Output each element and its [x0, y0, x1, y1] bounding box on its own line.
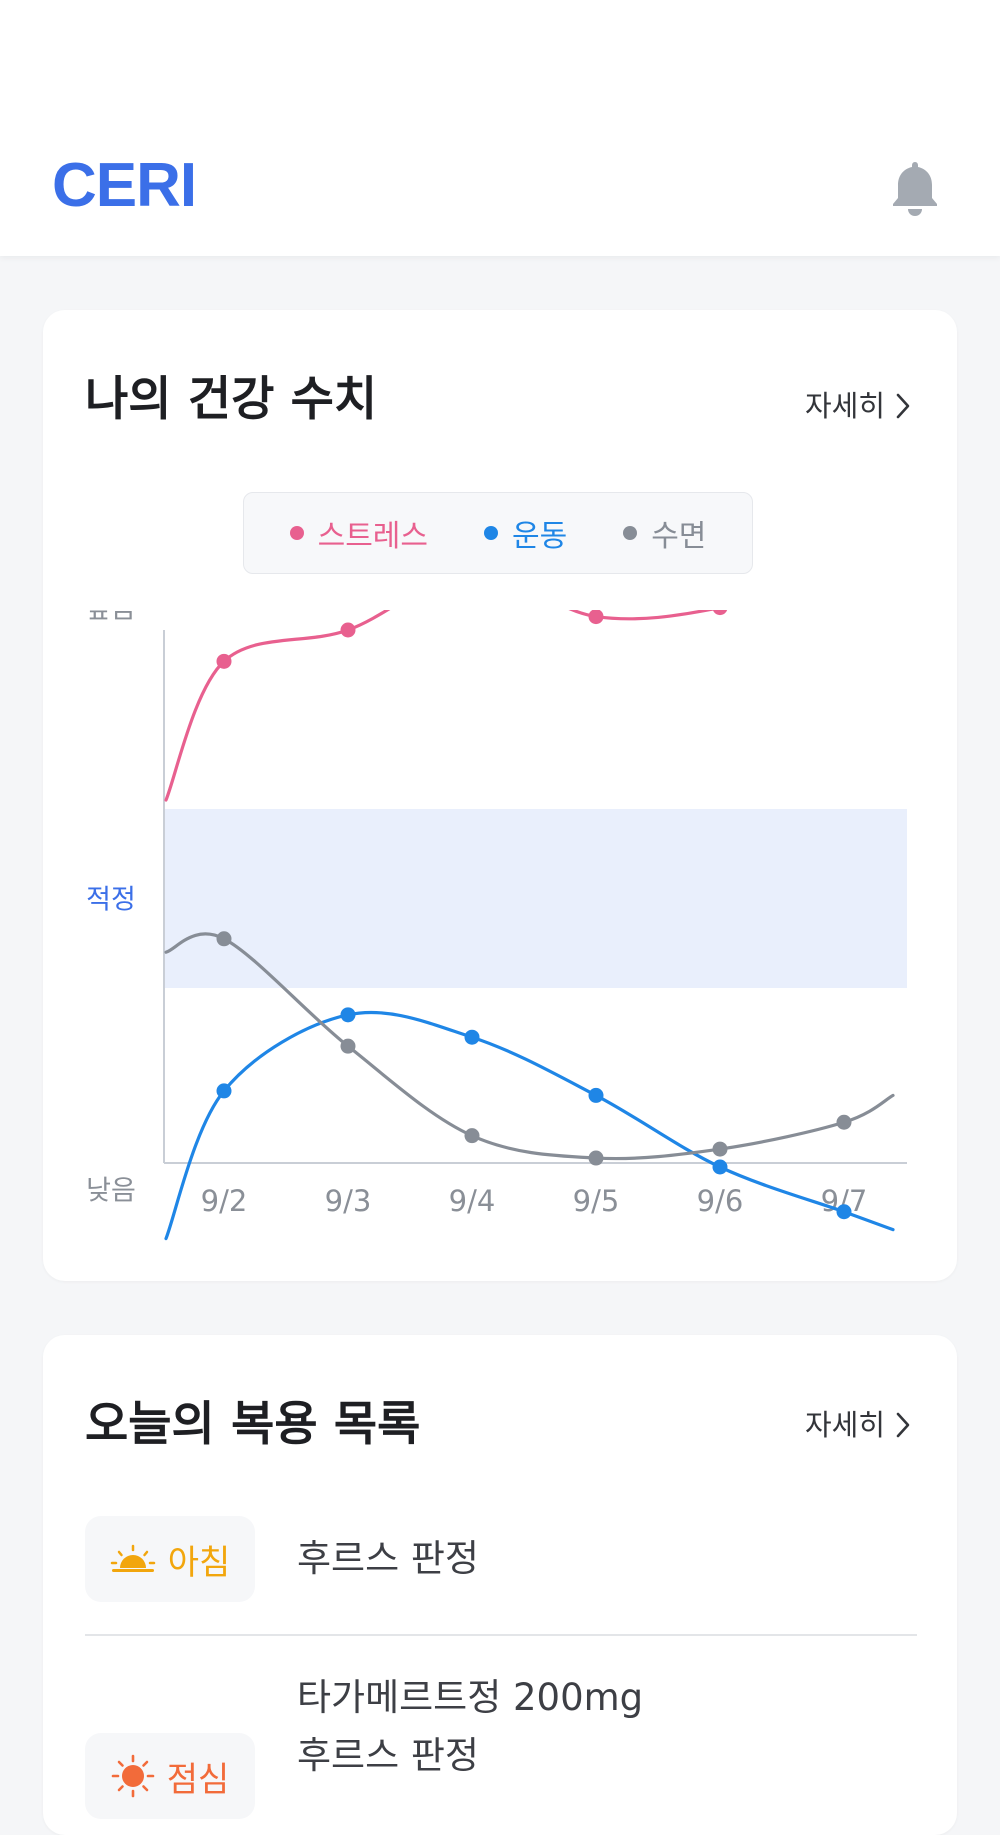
health-line-chart: 높음적정낮음9/29/39/49/59/69/7 [86, 610, 907, 1241]
legend-item-exercise[interactable]: 운동 [484, 511, 567, 555]
health-more-link[interactable]: 자세히 [805, 386, 911, 426]
med-name: 타가메르트정 200mg [297, 1676, 644, 1719]
chevron-right-icon [896, 1412, 910, 1438]
medication-card: 오늘의 복용 목록 자세히 아침 후르스 판정 [43, 1335, 957, 1835]
legend-label-stress: 스트레스 [317, 519, 428, 554]
legend-item-stress[interactable]: 스트레스 [289, 511, 428, 555]
med-names-morning: 후르스 판정 [297, 1530, 479, 1588]
legend-label-sleep: 수면 [651, 519, 707, 554]
legend-dot-stress [289, 526, 304, 540]
med-divider [85, 1634, 917, 1636]
legend-label-exercise: 운동 [512, 519, 568, 554]
optimal-band [164, 809, 907, 988]
data-point [836, 1204, 852, 1220]
x-tick-label: 9/3 [325, 1184, 372, 1218]
app-header: CERI [0, 0, 1000, 256]
legend-dot-sleep [623, 526, 638, 540]
sun-icon [111, 1754, 155, 1798]
chart-legend: 스트레스 운동 수면 [243, 492, 753, 574]
data-point [216, 931, 232, 947]
med-row-morning[interactable]: 아침 후르스 판정 [85, 1516, 917, 1602]
y-tick-label: 낮음 [86, 1175, 136, 1206]
data-point [588, 610, 604, 625]
series-line-1 [164, 1010, 895, 1241]
data-point [588, 1150, 604, 1166]
series-line-0 [164, 610, 717, 802]
data-point [712, 1141, 728, 1157]
bell-icon[interactable] [888, 158, 942, 218]
health-more-label: 자세히 [804, 389, 885, 423]
x-tick-label: 9/2 [201, 1184, 248, 1218]
data-point [836, 1114, 852, 1130]
med-row-lunch[interactable]: 점심 타가메르트정 200mg 후르스 판정 [85, 1669, 917, 1819]
data-point [340, 1038, 356, 1054]
y-tick-label: 적정 [86, 885, 136, 916]
legend-dot-exercise [484, 526, 498, 540]
y-tick-label: 높음 [86, 610, 136, 625]
time-label-morning: 아침 [167, 1542, 231, 1583]
series-line-2 [164, 932, 895, 1161]
data-point [216, 653, 232, 669]
data-point [464, 1029, 480, 1045]
med-name: 후르스 판정 [297, 1537, 479, 1580]
health-card: 나의 건강 수치 자세히 스트레스 운동 수면 높음적정낮음 9/2 9/3 9/4 9… [43, 310, 957, 1281]
data-point [216, 1083, 232, 1099]
legend-item-sleep[interactable]: 수면 [623, 511, 706, 555]
medication-more-link[interactable]: 자세히 [805, 1405, 911, 1445]
data-point [588, 1087, 604, 1103]
app-logo[interactable]: CERI [52, 151, 197, 220]
medication-more-label: 자세히 [804, 1408, 885, 1442]
med-names-lunch: 타가메르트정 200mg 후르스 판정 [297, 1669, 643, 1785]
x-tick-label: 9/4 [449, 1184, 496, 1218]
data-point [712, 1159, 728, 1175]
chevron-right-icon [896, 393, 910, 419]
med-name: 후르스 판정 [297, 1734, 479, 1777]
data-point [712, 610, 728, 616]
data-point [340, 622, 356, 638]
health-title: 나의 건강 수치 [85, 372, 378, 427]
data-point [340, 1007, 356, 1023]
data-point [464, 1128, 480, 1144]
x-tick-label: 9/5 [573, 1184, 620, 1218]
x-tick-label: 9/6 [697, 1184, 744, 1218]
time-badge-morning: 아침 [85, 1516, 255, 1602]
time-badge-lunch: 점심 [85, 1733, 255, 1819]
sunrise-icon [110, 1544, 155, 1572]
medication-title: 오늘의 복용 목록 [85, 1397, 421, 1452]
time-label-lunch: 점심 [166, 1759, 230, 1800]
